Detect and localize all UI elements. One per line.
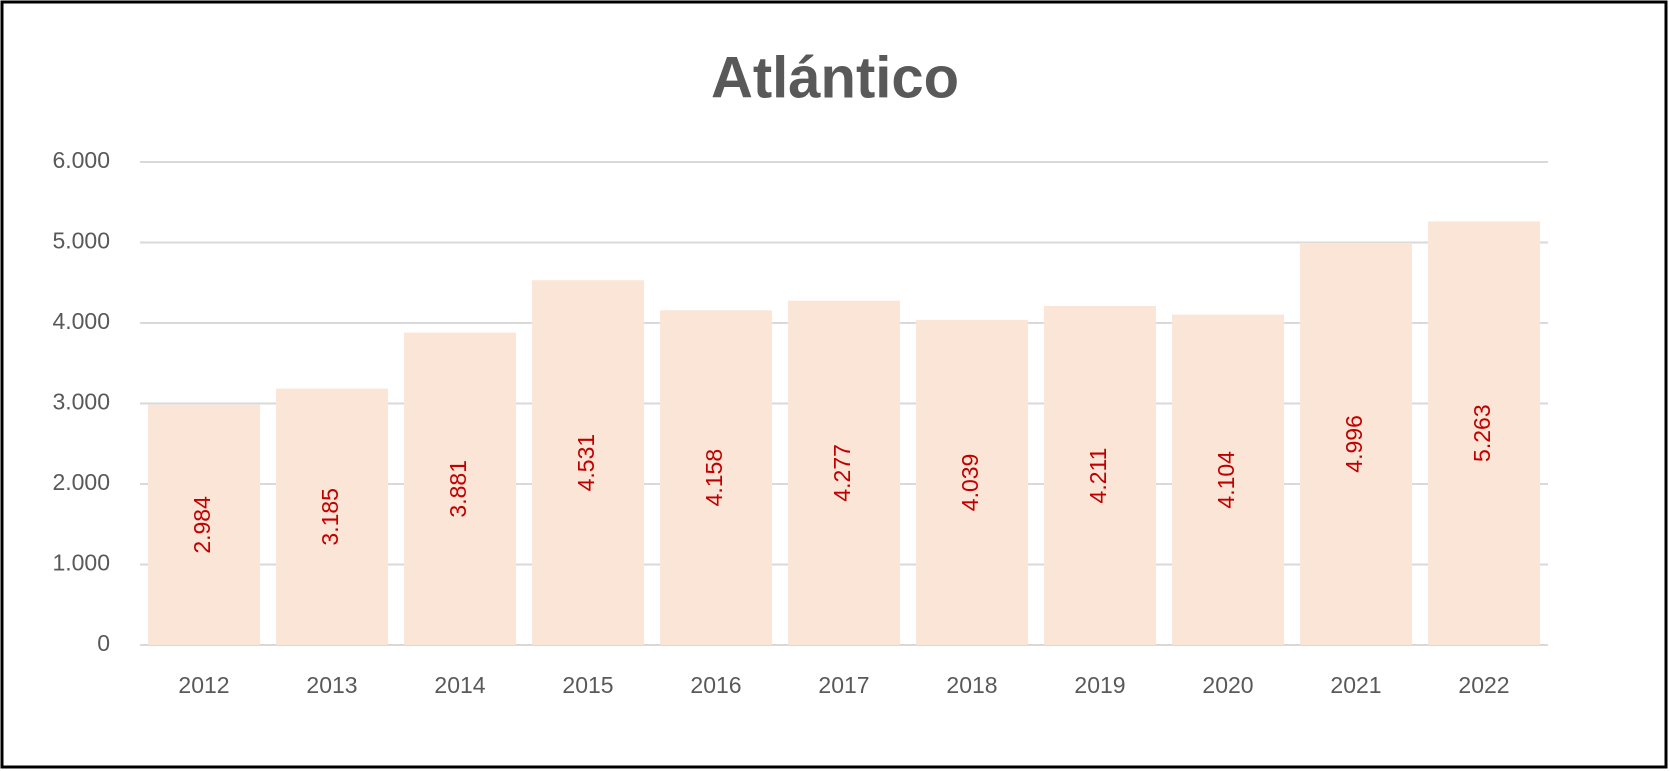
y-tick-label: 3.000 bbox=[52, 389, 110, 415]
y-tick-label: 1.000 bbox=[52, 550, 110, 576]
x-tick-label: 2012 bbox=[178, 672, 229, 698]
bar bbox=[532, 280, 644, 645]
y-tick-label: 2.000 bbox=[52, 469, 110, 495]
bar bbox=[788, 300, 900, 645]
data-label: 4.211 bbox=[1085, 448, 1111, 504]
y-tick-label: 6.000 bbox=[52, 147, 110, 173]
bar bbox=[916, 319, 1028, 645]
data-label: 4.104 bbox=[1213, 451, 1239, 509]
data-label: 4.039 bbox=[957, 454, 983, 512]
bar bbox=[1044, 306, 1156, 645]
x-tick-label: 2015 bbox=[562, 672, 613, 698]
bar bbox=[404, 332, 516, 645]
data-label: 3.185 bbox=[317, 488, 343, 546]
data-label: 4.158 bbox=[701, 449, 727, 507]
bar bbox=[148, 404, 260, 645]
bar bbox=[1428, 221, 1540, 646]
x-tick-label: 2021 bbox=[1330, 672, 1381, 698]
data-label: 4.277 bbox=[829, 444, 855, 502]
y-tick-label: 5.000 bbox=[52, 228, 110, 254]
x-tick-label: 2022 bbox=[1458, 672, 1509, 698]
data-label: 3.881 bbox=[445, 460, 471, 518]
bar bbox=[1300, 242, 1412, 645]
x-tick-label: 2019 bbox=[1074, 672, 1125, 698]
bar bbox=[1172, 314, 1284, 645]
y-tick-label: 4.000 bbox=[52, 308, 110, 334]
x-tick-label: 2014 bbox=[434, 672, 485, 698]
data-label: 4.531 bbox=[573, 434, 599, 492]
x-tick-label: 2020 bbox=[1202, 672, 1253, 698]
data-label: 4.996 bbox=[1341, 415, 1367, 473]
data-label: 2.984 bbox=[189, 496, 215, 554]
x-tick-label: 2017 bbox=[818, 672, 869, 698]
x-tick-label: 2013 bbox=[306, 672, 357, 698]
bar bbox=[276, 388, 388, 645]
x-tick-label: 2016 bbox=[690, 672, 741, 698]
x-tick-label: 2018 bbox=[946, 672, 997, 698]
data-label: 5.263 bbox=[1469, 404, 1495, 462]
chart-title: Atlántico bbox=[711, 45, 959, 110]
y-tick-label: 0 bbox=[97, 630, 110, 656]
bar bbox=[660, 310, 772, 645]
